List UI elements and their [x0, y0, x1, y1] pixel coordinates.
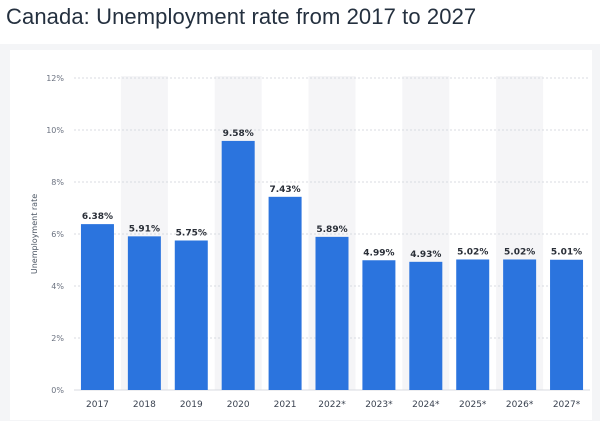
bar-2020 — [221, 140, 255, 390]
data-label: 4.93% — [410, 250, 441, 260]
y-tick-label: 10% — [46, 126, 64, 135]
x-tick-label: 2017 — [86, 400, 109, 410]
y-axis-title: Unemployment rate — [30, 194, 39, 274]
bar-2021 — [268, 196, 302, 390]
bar-2018 — [127, 236, 161, 390]
x-tick-label: 2024* — [412, 400, 440, 410]
data-label: 5.89% — [316, 225, 347, 235]
x-tick-label: 2022* — [318, 400, 346, 410]
y-axis-ticks: 0% 2% 4% 6% 8% 10% 12% — [46, 74, 64, 395]
page-title: Canada: Unemployment rate from 2017 to 2… — [6, 4, 477, 29]
bars — [80, 140, 584, 390]
data-label: 5.91% — [129, 224, 160, 234]
x-tick-label: 2019 — [180, 400, 203, 410]
bar-2023* — [362, 260, 396, 390]
data-label: 7.43% — [269, 185, 300, 195]
x-tick-label: 2023* — [365, 400, 393, 410]
x-tick-label: 2026* — [506, 400, 534, 410]
bar-2019 — [174, 240, 208, 390]
y-tick-label: 12% — [46, 74, 64, 83]
y-tick-label: 8% — [51, 178, 64, 187]
bar-2022* — [315, 236, 349, 390]
data-label: 4.99% — [363, 248, 394, 258]
x-tick-label: 2020 — [227, 400, 250, 410]
bar-2025* — [456, 259, 490, 390]
y-tick-label: 6% — [51, 230, 64, 239]
data-label: 5.02% — [504, 247, 535, 257]
bar-2027* — [550, 259, 584, 390]
bar-2017 — [80, 224, 114, 390]
x-tick-label: 2027* — [553, 400, 581, 410]
data-labels: 6.38% 5.91% 5.75% 9.58% 7.43% 5.89% 4.99% 4.93%… — [82, 129, 582, 260]
bar-2024* — [409, 261, 443, 390]
x-tick-label: 2018 — [133, 400, 156, 410]
x-tick-label: 2021 — [274, 400, 297, 410]
data-label: 6.38% — [82, 212, 113, 222]
data-label: 9.58% — [223, 129, 254, 139]
y-tick-label: 2% — [51, 334, 64, 343]
x-tick-label: 2025* — [459, 400, 487, 410]
bar-2026* — [503, 259, 537, 390]
data-label: 5.01% — [551, 248, 582, 258]
y-tick-label: 0% — [51, 386, 64, 395]
data-label: 5.75% — [176, 229, 207, 239]
data-label: 5.02% — [457, 247, 488, 257]
x-axis-ticks: 2017 2018 2019 2020 2021 2022* 2023* 2024* 2025*… — [86, 400, 581, 410]
y-tick-label: 4% — [51, 282, 64, 291]
